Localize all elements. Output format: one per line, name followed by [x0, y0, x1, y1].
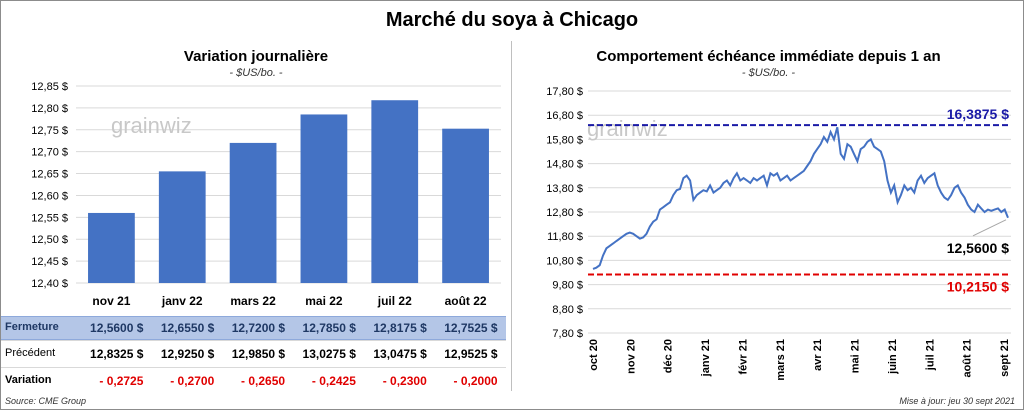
left-chart-unit: - $US/bo. -	[229, 67, 283, 79]
y-tick-label: 12,80 $	[31, 103, 68, 115]
y-tick-label: 13,80 $	[546, 183, 583, 195]
high-value-label: 16,3875 $	[947, 106, 1009, 122]
y-tick-label: 12,60 $	[31, 190, 68, 202]
previous-value: 12,8325 $	[90, 347, 144, 361]
previous-value: 12,9850 $	[231, 347, 286, 361]
x-tick-label: mars 22	[230, 294, 276, 308]
bar	[88, 212, 135, 283]
y-tick-label: 15,80 $	[546, 134, 583, 146]
price-series-line	[592, 127, 1009, 270]
x-tick-label: nov 20	[625, 339, 637, 374]
x-tick-label: mai 22	[305, 294, 343, 308]
close-value: 12,7200 $	[231, 321, 286, 335]
close-value: 12,6550 $	[160, 321, 215, 335]
y-tick-label: 12,65 $	[31, 169, 68, 181]
x-tick-label: févr 21	[737, 339, 749, 374]
last-value-callout-line	[972, 219, 1007, 237]
y-tick-label: 12,45 $	[31, 256, 68, 268]
y-tick-label: 7,80 $	[552, 328, 583, 340]
line-y-axis: 7,80 $ 8,80 $ 9,80 $ 10,80 $ 11,80 $ 12,80 $ 1…	[546, 86, 583, 340]
row-label-precedent: Précédent	[5, 347, 56, 359]
bar-x-axis: nov 21 janv 22 mars 22 mai 22 juil 22 août 22	[92, 294, 487, 308]
x-tick-label: août 21	[962, 339, 974, 378]
variation-value: - 0,2425	[311, 374, 356, 388]
table-row-variation: Variation - 0,2725 - 0,2700 - 0,2650 - 0,24…	[1, 370, 506, 392]
watermark-logo: grainwiz	[111, 113, 192, 138]
y-tick-label: 12,75 $	[31, 125, 68, 137]
last-value-label: 12,5600 $	[947, 240, 1009, 256]
update-note: Mise à jour: jeu 30 sept 2021	[899, 396, 1015, 406]
y-tick-label: 12,80 $	[546, 207, 583, 219]
y-tick-label: 12,50 $	[31, 234, 68, 246]
variation-value: - 0,2700	[170, 374, 215, 388]
bar-grid	[76, 85, 501, 284]
left-chart-title: Variation journalière	[183, 48, 329, 65]
divider	[1, 340, 506, 341]
watermark-logo: grainwiz	[587, 116, 668, 141]
close-value: 12,7525 $	[444, 321, 498, 335]
panel-divider	[511, 41, 512, 391]
bar	[229, 142, 277, 283]
divider	[1, 367, 506, 368]
variation-value: - 0,2300	[382, 374, 427, 388]
x-tick-label: oct 20	[588, 339, 600, 371]
bar-series	[88, 100, 489, 283]
source-note: Source: CME Group	[5, 396, 87, 406]
x-tick-label: août 22	[445, 294, 487, 308]
x-tick-label: juil 22	[377, 294, 412, 308]
y-tick-label: 12,40 $	[31, 278, 68, 290]
y-tick-label: 12,55 $	[31, 212, 68, 224]
bar	[158, 171, 206, 283]
previous-value: 13,0475 $	[373, 347, 427, 361]
previous-value: 12,9250 $	[160, 347, 215, 361]
row-label-fermeture: Fermeture	[5, 321, 59, 333]
x-tick-label: déc 20	[663, 339, 675, 373]
x-tick-label: janv 21	[700, 339, 712, 377]
page-title: Marché du soya à Chicago	[385, 9, 639, 31]
y-tick-label: 8,80 $	[552, 304, 583, 316]
y-tick-label: 16,80 $	[546, 110, 583, 122]
close-value: 12,5600 $	[90, 321, 144, 335]
line-chart: 7,80 $ 8,80 $ 9,80 $ 10,80 $ 11,80 $ 12,80 $ 1…	[546, 86, 1011, 381]
right-chart-unit: - $US/bo. -	[741, 67, 796, 79]
bar	[442, 128, 489, 283]
y-tick-label: 9,80 $	[552, 280, 583, 292]
bar	[371, 100, 419, 283]
x-tick-label: juin 21	[887, 339, 899, 375]
y-tick-label: 17,80 $	[546, 86, 583, 98]
y-tick-label: 14,80 $	[546, 159, 583, 171]
bar-y-axis: 12,40 $ 12,45 $ 12,50 $ 12,55 $ 12,60 $ 12,65…	[31, 81, 68, 290]
table-row-fermeture: Fermeture 12,5600 $ 12,6550 $ 12,7200 $ 12,…	[1, 316, 506, 340]
previous-value: 12,9525 $	[444, 347, 498, 361]
x-tick-label: sept 21	[999, 339, 1011, 377]
right-chart-title: Comportement échéance immédiate depuis 1…	[596, 48, 941, 65]
close-value: 12,7850 $	[302, 321, 356, 335]
bar	[300, 114, 348, 283]
row-label-variation: Variation	[5, 374, 52, 386]
previous-value: 13,0275 $	[302, 347, 356, 361]
y-tick-label: 11,80 $	[547, 231, 583, 243]
close-value: 12,8175 $	[373, 321, 427, 335]
x-tick-label: avr 21	[812, 339, 824, 371]
x-tick-label: janv 22	[161, 294, 203, 308]
x-tick-label: mai 21	[850, 339, 862, 373]
low-value-label: 10,2150 $	[947, 279, 1009, 295]
table-row-precedent: Précédent 12,8325 $ 12,9250 $ 12,9850 $ 13,…	[1, 343, 506, 365]
y-tick-label: 12,70 $	[31, 147, 68, 159]
x-tick-label: juil 21	[924, 339, 936, 371]
line-x-axis: oct 20 nov 20 déc 20 janv 21 févr 21 mars 21 a…	[588, 339, 1011, 381]
variation-value: - 0,2000	[453, 374, 498, 388]
line-grid	[588, 90, 1011, 334]
x-tick-label: nov 21	[92, 294, 130, 308]
y-tick-label: 12,85 $	[31, 81, 68, 93]
x-tick-label: mars 21	[775, 339, 787, 381]
bar-chart: 12,40 $ 12,45 $ 12,50 $ 12,55 $ 12,60 $ 12,65…	[31, 81, 501, 308]
variation-value: - 0,2650	[241, 374, 286, 388]
variation-value: - 0,2725	[99, 374, 144, 388]
y-tick-label: 10,80 $	[546, 255, 583, 267]
